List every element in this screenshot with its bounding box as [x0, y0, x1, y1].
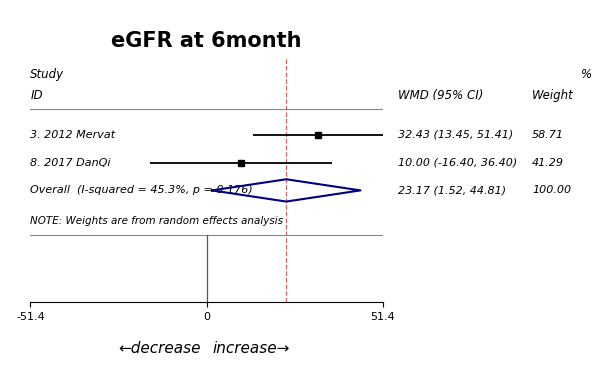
Text: Overall  (I-squared = 45.3%, p = 0.176): Overall (I-squared = 45.3%, p = 0.176) — [30, 185, 253, 195]
Text: ID: ID — [30, 89, 43, 102]
Text: 41.29: 41.29 — [532, 158, 564, 168]
Text: 8. 2017 DanQi: 8. 2017 DanQi — [30, 158, 111, 168]
Text: Study: Study — [30, 68, 64, 81]
Text: ←decrease: ←decrease — [118, 341, 201, 356]
Text: %: % — [581, 68, 592, 81]
Text: increase→: increase→ — [213, 341, 290, 356]
Text: 58.71: 58.71 — [532, 130, 564, 140]
Text: 3. 2012 Mervat: 3. 2012 Mervat — [30, 130, 116, 140]
Text: WMD (95% CI): WMD (95% CI) — [398, 89, 483, 102]
Text: 32.43 (13.45, 51.41): 32.43 (13.45, 51.41) — [398, 130, 514, 140]
Text: 100.00: 100.00 — [532, 185, 571, 195]
Title: eGFR at 6month: eGFR at 6month — [111, 31, 302, 51]
Text: NOTE: Weights are from random effects analysis: NOTE: Weights are from random effects an… — [30, 216, 283, 226]
Text: 10.00 (-16.40, 36.40): 10.00 (-16.40, 36.40) — [398, 158, 517, 168]
Text: Weight: Weight — [532, 89, 574, 102]
Text: 23.17 (1.52, 44.81): 23.17 (1.52, 44.81) — [398, 185, 506, 195]
